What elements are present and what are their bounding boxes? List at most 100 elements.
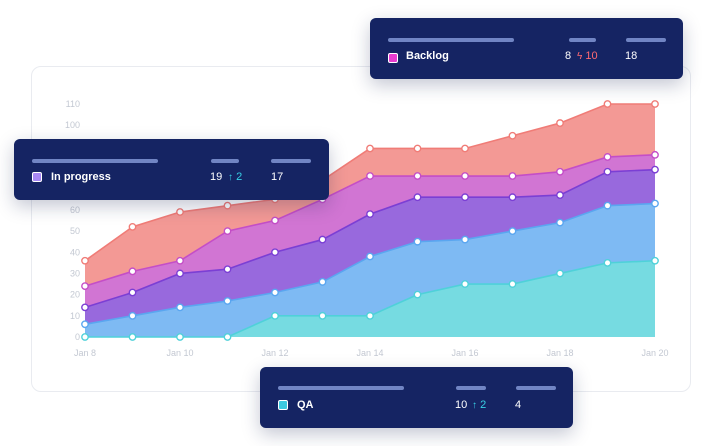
point-layer-2 xyxy=(81,320,89,329)
point-in-progress xyxy=(176,256,184,265)
point-layer-2 xyxy=(128,311,137,320)
x-tick-label: Jan 8 xyxy=(74,348,96,358)
point-in-progress xyxy=(461,172,469,180)
arrow-up-icon: ↑ xyxy=(228,172,233,183)
qa-delta-value: 2 xyxy=(480,399,487,411)
qa-label: QA xyxy=(297,399,314,411)
arrow-up-icon: ↑ xyxy=(472,400,477,411)
point-backlog xyxy=(508,131,517,140)
y-tick-label: 110 xyxy=(66,99,80,109)
area-backlog xyxy=(85,104,655,287)
point-layer-2 xyxy=(556,218,564,227)
backlog-delta-value: 10 xyxy=(585,50,598,62)
header-placeholder-bar xyxy=(278,386,404,390)
lightning-icon: ϟ xyxy=(577,51,583,62)
in-progress-label: In progress xyxy=(51,171,111,183)
point-backlog xyxy=(366,144,374,153)
point-qa xyxy=(81,333,89,341)
point-qa xyxy=(223,333,232,341)
y-tick-label: 0 xyxy=(75,332,80,342)
y-tick-label: 10 xyxy=(70,311,80,321)
in-progress-delta: ↑ 2 xyxy=(228,171,242,183)
x-tick-label: Jan 12 xyxy=(261,348,288,358)
point-qa xyxy=(366,311,374,320)
x-tick-label: Jan 16 xyxy=(451,348,478,358)
header-placeholder-bar xyxy=(32,159,158,163)
point-layer-3 xyxy=(81,303,89,312)
area-layer-3 xyxy=(85,169,655,325)
qa-delta: ↑ 2 xyxy=(472,399,486,411)
point-layer-3 xyxy=(603,167,612,176)
in-progress-swatch xyxy=(32,172,42,182)
header-placeholder-bar xyxy=(271,159,311,163)
y-tick-label: 30 xyxy=(70,268,80,278)
backlog-swatch xyxy=(388,53,398,63)
point-layer-3 xyxy=(508,193,517,202)
point-backlog xyxy=(461,144,469,153)
point-layer-2 xyxy=(461,235,469,244)
qa-tooltip: QA 10 ↑ 2 4 xyxy=(260,367,573,428)
x-tick-label: Jan 20 xyxy=(641,348,668,358)
point-qa xyxy=(271,311,279,320)
header-placeholder-bar xyxy=(516,386,556,390)
point-qa xyxy=(318,311,327,320)
x-tick-label: Jan 10 xyxy=(166,348,193,358)
point-layer-2 xyxy=(651,199,659,208)
header-placeholder-bar xyxy=(569,38,596,42)
point-backlog xyxy=(413,144,422,153)
point-in-progress xyxy=(556,167,564,176)
point-backlog xyxy=(128,222,137,231)
point-in-progress xyxy=(81,282,89,291)
x-tick-label: Jan 14 xyxy=(356,348,383,358)
point-qa xyxy=(128,333,137,341)
y-tick-label: 20 xyxy=(70,290,80,300)
y-axis-ticks: 0102030405060708090100110 xyxy=(65,99,80,342)
backlog-tooltip: Backlog 8 ϟ 10 18 xyxy=(370,18,683,79)
point-qa xyxy=(508,280,517,288)
backlog-delta: ϟ 10 xyxy=(577,50,598,62)
in-progress-delta-value: 2 xyxy=(236,171,243,183)
point-layer-2 xyxy=(413,237,422,246)
point-backlog xyxy=(81,256,89,265)
point-qa xyxy=(461,280,469,288)
y-tick-label: 100 xyxy=(65,120,80,130)
point-layer-2 xyxy=(271,288,279,297)
point-qa xyxy=(651,256,659,265)
in-progress-tooltip: In progress 19 ↑ 2 17 xyxy=(14,139,329,200)
x-tick-label: Jan 18 xyxy=(546,348,573,358)
header-placeholder-bar xyxy=(388,38,514,42)
point-layer-3 xyxy=(271,248,279,257)
qa-value: 10 xyxy=(455,399,468,411)
point-layer-3 xyxy=(223,265,232,274)
qa-swatch xyxy=(278,400,288,410)
point-qa xyxy=(603,258,612,267)
backlog-total: 18 xyxy=(625,50,638,62)
point-layer-2 xyxy=(318,278,327,286)
point-in-progress xyxy=(223,227,232,235)
header-placeholder-bar xyxy=(211,159,239,163)
point-layer-3 xyxy=(128,288,137,297)
qa-total: 4 xyxy=(515,399,522,411)
point-in-progress xyxy=(603,153,612,161)
point-backlog xyxy=(176,208,184,216)
point-backlog xyxy=(223,201,232,210)
y-tick-label: 60 xyxy=(70,205,80,215)
point-layer-2 xyxy=(366,252,374,261)
y-tick-label: 40 xyxy=(70,247,80,257)
header-placeholder-bar xyxy=(626,38,666,42)
point-layer-2 xyxy=(603,201,612,210)
point-layer-3 xyxy=(176,269,184,278)
in-progress-total: 17 xyxy=(271,171,284,183)
point-layer-3 xyxy=(556,191,564,199)
header-placeholder-bar xyxy=(456,386,486,390)
point-in-progress xyxy=(651,150,659,159)
point-layer-2 xyxy=(508,227,517,235)
backlog-label: Backlog xyxy=(406,50,449,62)
point-qa xyxy=(413,290,422,299)
point-in-progress xyxy=(271,216,279,225)
point-layer-3 xyxy=(366,210,374,219)
area-in-progress xyxy=(85,154,655,308)
y-tick-label: 50 xyxy=(70,226,80,236)
point-backlog xyxy=(651,100,659,108)
